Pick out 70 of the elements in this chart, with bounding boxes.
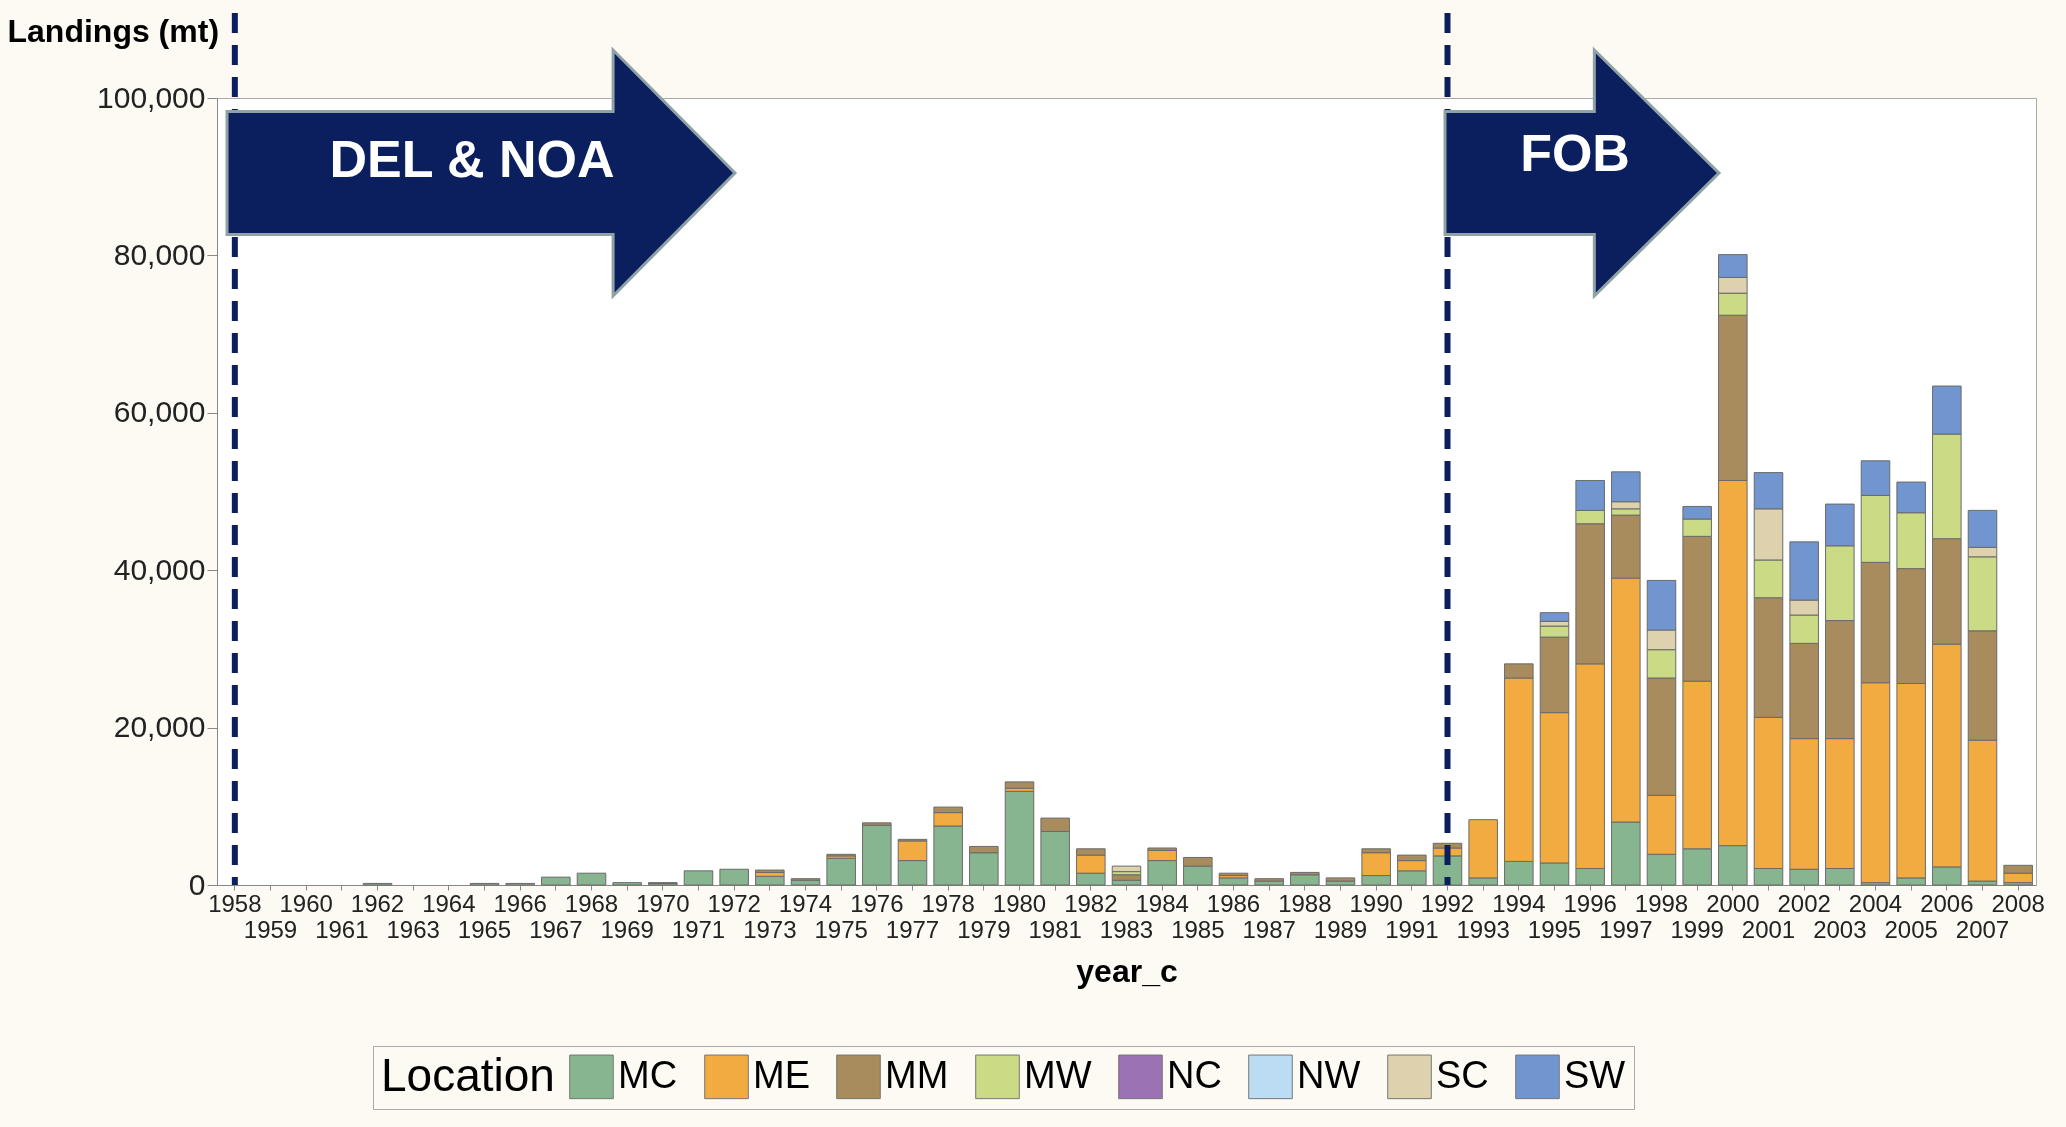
- x-tick-label: 1980: [992, 889, 1047, 917]
- x-tick-label: 2007: [1955, 915, 2010, 943]
- x-tick-label: 1990: [1349, 889, 1403, 917]
- x-tick-label: 1995: [1527, 915, 1582, 943]
- x-tick-label: 1991: [1385, 915, 1439, 943]
- x-tick-label: 1992: [1420, 889, 1475, 917]
- x-tick-label: 1963: [386, 915, 440, 943]
- x-tick-label: 1962: [350, 889, 405, 917]
- x-tick-label: 2004: [1848, 889, 1903, 917]
- x-tick-label: 2008: [1991, 889, 2045, 917]
- x-tick-label: 1982: [1064, 889, 1118, 917]
- legend-label: MW: [1024, 1053, 1092, 1096]
- legend-title: Location: [381, 1049, 555, 1101]
- x-tick-label: 2002: [1777, 889, 1831, 917]
- x-tick-label: 1970: [636, 889, 690, 917]
- y-tick-label: 40,000: [113, 552, 206, 586]
- y-tick-label: 20,000: [113, 710, 206, 744]
- x-tick-label: 1996: [1563, 889, 1617, 917]
- x-tick-label: 1997: [1599, 915, 1653, 943]
- x-tick-label: 1974: [778, 889, 833, 917]
- x-tick-label: 1981: [1028, 915, 1082, 943]
- x-tick-label: 1964: [422, 889, 476, 917]
- x-tick-label: 1989: [1313, 915, 1368, 943]
- x-axis-title: year_c: [1076, 952, 1178, 989]
- legend-label: SC: [1436, 1053, 1489, 1096]
- x-tick-label: 2000: [1706, 889, 1760, 917]
- x-tick-label: 1979: [957, 915, 1011, 943]
- x-tick-label: 1971: [671, 915, 726, 943]
- x-tick-label: 1960: [279, 889, 333, 917]
- x-tick-label: 1978: [921, 889, 975, 917]
- annotation: DEL & NOA: [329, 130, 615, 188]
- x-tick-label: 2001: [1741, 915, 1796, 943]
- x-tick-label: 1965: [457, 915, 512, 943]
- annotation: FOB: [1520, 124, 1630, 182]
- legend-label: NW: [1297, 1053, 1361, 1096]
- x-tick-label: 1986: [1206, 889, 1261, 917]
- legend-label: SW: [1564, 1053, 1626, 1096]
- x-tick-label: 2005: [1884, 915, 1938, 943]
- x-tick-label: 1975: [814, 915, 868, 943]
- x-tick-label: 1999: [1670, 915, 1724, 943]
- x-tick-label: 2006: [1920, 889, 1974, 917]
- x-tick-label: 1968: [564, 889, 619, 917]
- x-tick-label: 2003: [1813, 915, 1867, 943]
- x-tick-label: 1993: [1456, 915, 1510, 943]
- x-tick-label: 1976: [850, 889, 904, 917]
- y-axis-title: Landings (mt): [7, 12, 220, 49]
- x-tick-label: 1984: [1135, 889, 1189, 917]
- x-tick-label: 1994: [1492, 889, 1546, 917]
- y-tick-label: 0: [188, 867, 206, 901]
- x-tick-label: 1966: [493, 889, 547, 917]
- legend-label: MC: [618, 1053, 678, 1096]
- x-tick-label: 1958: [208, 889, 262, 917]
- x-tick-label: 1988: [1278, 889, 1332, 917]
- x-tick-label: 1959: [243, 915, 298, 943]
- x-tick-label: 1967: [529, 915, 583, 943]
- x-tick-label: 1998: [1634, 889, 1689, 917]
- x-tick-label: 1977: [885, 915, 940, 943]
- legend-label: ME: [753, 1053, 810, 1096]
- x-tick-label: 1969: [600, 915, 654, 943]
- x-tick-label: 1972: [707, 889, 761, 917]
- y-tick-label: 80,000: [113, 237, 206, 271]
- y-tick-label: 60,000: [113, 395, 206, 429]
- x-tick-label: 1973: [743, 915, 797, 943]
- x-tick-label: 1983: [1099, 915, 1154, 943]
- x-tick-label: 1987: [1242, 915, 1296, 943]
- x-tick-label: 1961: [315, 915, 369, 943]
- legend-label: NC: [1167, 1053, 1222, 1096]
- legend-label: MM: [885, 1053, 949, 1096]
- y-tick-label: 100,000: [97, 80, 206, 114]
- x-tick-label: 1985: [1171, 915, 1225, 943]
